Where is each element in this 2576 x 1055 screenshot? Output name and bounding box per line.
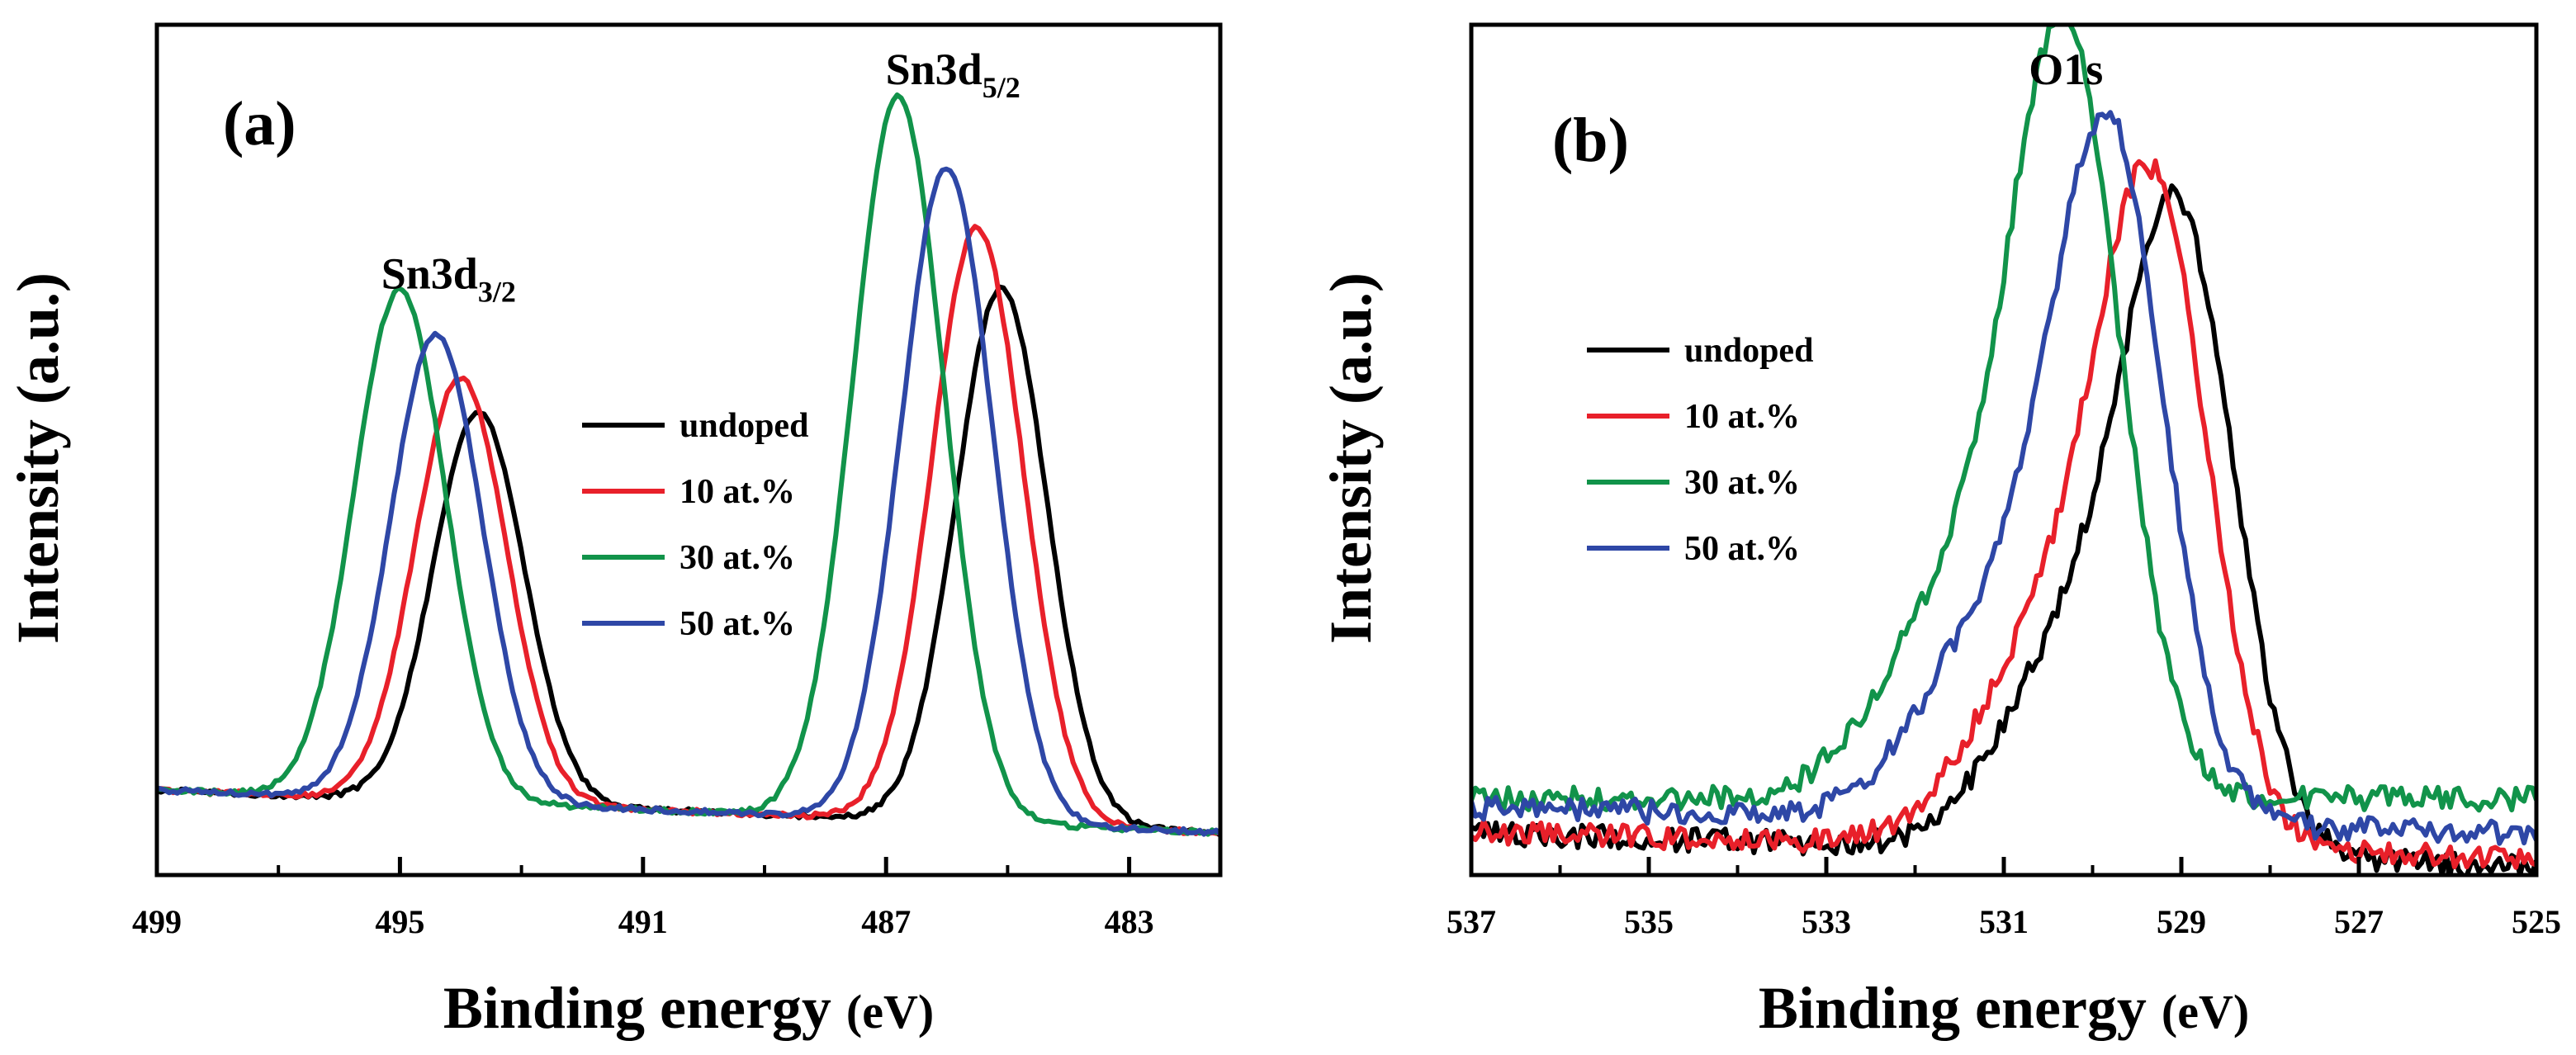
panel-b-o1s-chart: 537 535 533 531 529 527 525 Binding energy (eV)… [1318, 22, 2561, 1041]
series-line-3 [1471, 25, 2536, 813]
peak-annotation: Sn3d5/2 [886, 45, 1020, 104]
panel-label: (b) [1552, 106, 1629, 175]
legend-label: 10 at.% [1684, 398, 1800, 436]
x-tick-label: 483 [1105, 903, 1154, 940]
legend-label: 30 at.% [680, 539, 795, 577]
series-lines [1471, 25, 2536, 875]
series-line-4 [157, 166, 1220, 837]
series-lines [157, 92, 1220, 838]
plot-frame [1469, 22, 2539, 878]
y-axis-title: Intensity (a.u.) [1318, 272, 1384, 644]
series-line-1 [157, 284, 1220, 838]
x-tick-label: 535 [1624, 903, 1674, 940]
series-line-2 [157, 224, 1220, 836]
legend: undoped 10 at.% 30 at.% 50 at.% [582, 407, 808, 643]
x-axis-title: Binding energy (eV) [443, 975, 934, 1041]
x-tick-label: 495 [375, 903, 424, 940]
plot-frame [154, 22, 1223, 878]
y-axis-title: Intensity (a.u.) [5, 272, 71, 644]
legend-label: undoped [680, 407, 808, 445]
x-tick-label: 537 [1447, 903, 1496, 940]
x-tick-label: 487 [861, 903, 911, 940]
x-tick-label: 499 [132, 903, 182, 940]
legend-label: 50 at.% [680, 605, 795, 643]
legend-label: 50 at.% [1684, 530, 1800, 568]
peak-annotation: Sn3d3/2 [381, 248, 516, 308]
x-tick-label: 529 [2157, 903, 2206, 940]
panel-label: (a) [223, 89, 296, 158]
x-tick-label: 525 [2512, 903, 2561, 940]
x-tick-label: 531 [1979, 903, 2029, 940]
legend-label: undoped [1684, 332, 1813, 370]
panel-a-sn3d-chart: 499 495 491 487 483 Binding energy (eV) Intens… [5, 22, 1223, 1041]
legend-label: 30 at.% [1684, 464, 1800, 502]
x-axis-title: Binding energy (eV) [1759, 975, 2249, 1041]
legend: undoped 10 at.% 30 at.% 50 at.% [1587, 332, 1813, 568]
legend-label: 10 at.% [680, 473, 795, 511]
peak-annotation: O1s [2029, 45, 2103, 94]
series-line-4 [1471, 110, 2536, 846]
x-tick-label: 491 [618, 903, 668, 940]
x-tick-label: 527 [2334, 903, 2384, 940]
x-tick-label: 533 [1802, 903, 1851, 940]
